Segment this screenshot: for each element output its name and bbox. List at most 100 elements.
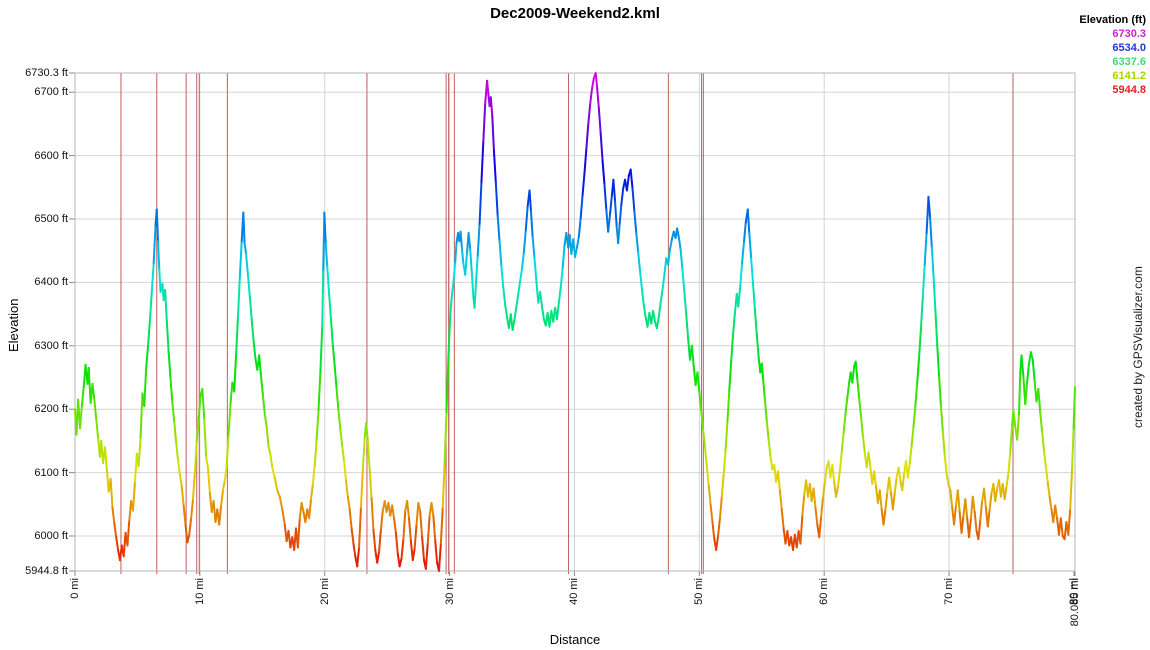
profile-segment <box>515 292 520 308</box>
profile-segment <box>777 470 781 492</box>
profile-segment <box>726 389 731 423</box>
profile-segment <box>762 379 766 401</box>
profile-segment <box>402 509 407 541</box>
legend-value: 6141.2 <box>1112 70 1146 82</box>
profile-segment <box>854 360 859 380</box>
profile-segment <box>932 273 937 311</box>
profile-segment <box>901 472 906 492</box>
profile-segment <box>574 246 578 259</box>
profile-segment <box>323 211 327 245</box>
profile-segment <box>496 214 501 243</box>
y-tick-label: 5944.8 ft <box>25 565 68 577</box>
profile-segment <box>145 344 150 369</box>
profile-segment <box>840 432 845 454</box>
profile-segment <box>801 493 806 517</box>
profile-segment <box>227 403 232 436</box>
profile-segment <box>625 174 630 192</box>
profile-segment <box>193 439 198 474</box>
profile-segment <box>492 149 497 184</box>
profile-segment <box>454 242 458 264</box>
profile-segment <box>531 235 536 260</box>
profile-segment <box>443 411 448 465</box>
profile-segment <box>147 319 151 347</box>
profile-segment <box>599 132 604 162</box>
profile-segment <box>370 496 375 531</box>
profile-segment <box>315 409 320 441</box>
profile-segment <box>728 360 733 392</box>
profile-segment <box>921 263 926 298</box>
profile-segment <box>359 468 364 509</box>
profile-segment <box>236 276 241 319</box>
profile-segment <box>269 453 274 469</box>
profile-segment <box>437 542 442 572</box>
profile-segment <box>941 430 946 456</box>
profile-segment <box>206 466 211 494</box>
profile-segment <box>478 181 483 226</box>
profile-segment <box>296 517 301 549</box>
x-tick-label: 50 mi <box>693 578 706 605</box>
profile-segment <box>441 462 446 509</box>
profile-segment <box>765 419 770 441</box>
profile-segment <box>394 531 399 555</box>
profile-segment <box>261 394 266 416</box>
y-tick-label: 6200 ft <box>34 403 68 416</box>
profile-segment <box>861 434 866 454</box>
profile-segment <box>248 295 253 321</box>
y-tick-label: 6100 ft <box>34 466 68 479</box>
profile-segment <box>700 409 705 431</box>
profile-segment <box>430 502 435 517</box>
profile-segment <box>93 398 98 420</box>
profile-segment <box>271 466 276 479</box>
profile-segment <box>690 344 695 368</box>
profile-segment <box>235 316 239 357</box>
profile-segment <box>983 487 987 509</box>
profile-segment <box>541 305 545 321</box>
profile-segment <box>814 506 819 526</box>
profile-segment <box>524 205 529 232</box>
profile-segment <box>467 231 472 251</box>
profile-segment <box>528 189 533 213</box>
profile-segment <box>184 523 189 544</box>
plot-frame <box>74 72 1076 572</box>
profile-segment <box>973 510 978 532</box>
profile-segment <box>838 451 843 473</box>
y-tick-label: 6000 ft <box>34 530 68 542</box>
profile-segment <box>329 318 334 347</box>
profile-segment <box>882 508 887 526</box>
profile-segment <box>746 208 751 234</box>
profile-segment <box>818 515 823 539</box>
profile-segment <box>679 248 684 271</box>
profile-segment <box>460 246 465 265</box>
profile-segment <box>1016 413 1020 441</box>
profile-segment <box>596 87 600 110</box>
profile-segment <box>846 381 851 399</box>
legend-value: 6337.6 <box>1112 56 1146 68</box>
profile-segment <box>1009 424 1014 454</box>
profile-segment <box>521 250 525 270</box>
profile-segment <box>927 195 932 219</box>
profile-segment <box>873 470 878 488</box>
profile-segment <box>767 438 772 458</box>
x-tick-label: 10 mi <box>193 578 206 605</box>
profile-segment <box>408 517 412 543</box>
profile-segment <box>348 508 353 530</box>
profile-segment <box>696 371 701 393</box>
profile-segment <box>1071 427 1075 471</box>
profile-segment <box>379 509 384 531</box>
profile-segment <box>884 491 889 511</box>
profile-segment <box>480 140 485 184</box>
profile-segment <box>245 252 249 276</box>
profile-segment <box>906 462 911 479</box>
profile-segment <box>229 381 234 406</box>
profile-segment <box>486 79 490 95</box>
profile-segment <box>705 465 710 487</box>
profile-segment <box>1059 517 1064 538</box>
profile-segment <box>171 401 176 423</box>
profile-segment <box>858 396 863 418</box>
profile-segment <box>1017 371 1022 416</box>
profile-segment <box>260 375 264 397</box>
profile-segment <box>539 290 544 308</box>
profile-segment <box>823 466 828 484</box>
profile-segment <box>1031 358 1036 382</box>
profile-segment <box>748 231 753 260</box>
